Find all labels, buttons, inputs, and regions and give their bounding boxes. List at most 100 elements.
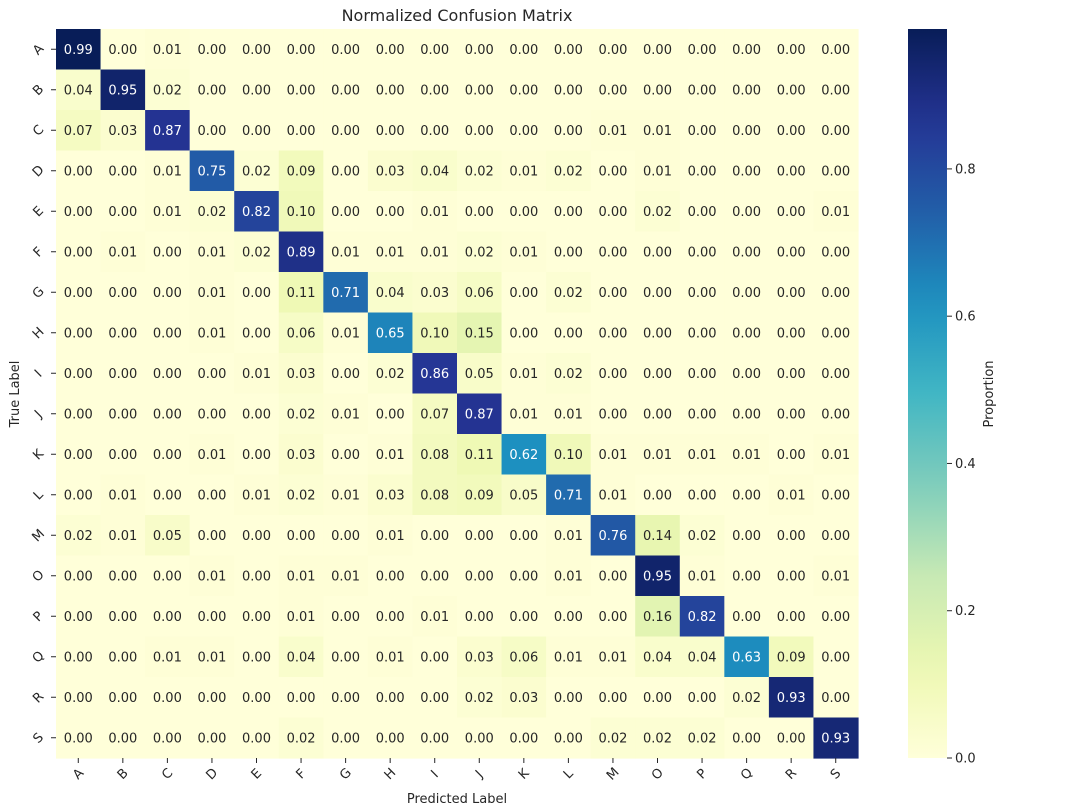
cell-value-label: 0.00 [331, 43, 360, 58]
heatmap-cell [501, 677, 547, 719]
heatmap-cell [56, 636, 102, 678]
heatmap-cell [546, 191, 592, 233]
cell-value-label: 0.00 [197, 367, 226, 382]
heatmap-cell [278, 353, 324, 395]
cell-value-label: 0.00 [153, 326, 182, 341]
cell-value-label: 0.00 [777, 407, 806, 422]
cell-value-label: 0.00 [688, 488, 717, 503]
cell-value-label: 0.00 [242, 731, 271, 746]
cell-value-label: 0.00 [554, 610, 583, 625]
heatmap-cell [100, 717, 146, 759]
heatmap-cell [323, 474, 369, 516]
heatmap-cell [546, 231, 592, 273]
heatmap-cell [234, 29, 280, 71]
cell-value-label: 0.00 [465, 205, 494, 220]
cell-value-label: 0.01 [420, 610, 449, 625]
heatmap-cell [145, 150, 191, 192]
heatmap-cell [367, 231, 414, 273]
y-tick-label: F [31, 245, 47, 261]
heatmap-cell [501, 717, 547, 759]
heatmap-cell [234, 110, 280, 152]
cell-value-label: 0.00 [777, 83, 806, 98]
heatmap-cell [546, 717, 592, 759]
heatmap-cell [412, 596, 458, 638]
cell-value-label: 0.02 [153, 83, 182, 98]
heatmap-cell [724, 636, 770, 678]
cell-value-label: 0.00 [64, 650, 93, 665]
heatmap-cell [278, 393, 324, 435]
heatmap-cell [457, 393, 503, 435]
cell-value-label: 0.00 [108, 407, 137, 422]
x-tick-label: F [293, 766, 309, 782]
cell-value-label: 0.00 [197, 488, 226, 503]
heatmap-cell [768, 29, 815, 71]
heatmap-cell [278, 231, 324, 273]
heatmap-cell [501, 596, 547, 638]
cell-value-label: 0.00 [643, 407, 672, 422]
heatmap-cell [189, 474, 235, 516]
cell-value-label: 0.01 [598, 488, 627, 503]
cell-value-label: 0.00 [153, 569, 182, 584]
cell-value-label: 0.00 [732, 569, 761, 584]
cell-value-label: 0.03 [287, 448, 316, 463]
heatmap-cell [724, 29, 770, 71]
heatmap-cell [590, 434, 636, 476]
heatmap-cell [145, 231, 191, 273]
heatmap-cell [56, 231, 102, 273]
cell-value-label: 0.00 [376, 569, 405, 584]
cell-value-label: 0.00 [376, 610, 405, 625]
heatmap-cell [189, 596, 235, 638]
cell-value-label: 0.65 [376, 326, 405, 341]
cell-value-label: 0.00 [821, 245, 850, 260]
cell-value-label: 0.01 [108, 245, 137, 260]
heatmap-cell [323, 29, 369, 71]
heatmap-cell [412, 150, 458, 192]
heatmap-cell [278, 717, 324, 759]
heatmap-cell [679, 110, 725, 152]
heatmap-cell [501, 434, 547, 476]
heatmap-cell [457, 474, 503, 516]
heatmap-cell [679, 312, 725, 354]
cell-value-label: 0.63 [732, 650, 761, 665]
cell-value-label: 0.00 [242, 83, 271, 98]
heatmap-cell [546, 596, 592, 638]
cell-value-label: 0.00 [821, 124, 850, 139]
cell-value-label: 0.00 [643, 43, 672, 58]
cell-value-label: 0.00 [509, 529, 538, 544]
heatmap-cell [546, 393, 592, 435]
cell-value-label: 0.00 [554, 124, 583, 139]
heatmap-cell [590, 272, 636, 314]
heatmap-cell [635, 596, 681, 638]
heatmap-cell [679, 393, 725, 435]
heatmap-cell [546, 677, 592, 719]
heatmap-cell [56, 312, 102, 354]
heatmap-cell [234, 312, 280, 354]
heatmap-cell [367, 596, 414, 638]
cell-value-label: 0.93 [777, 691, 806, 706]
cell-value-label: 0.00 [598, 326, 627, 341]
heatmap-cell [145, 717, 191, 759]
cell-value-label: 0.00 [777, 569, 806, 584]
heatmap-cell [679, 636, 725, 678]
heatmap-cell [412, 353, 458, 395]
heatmap-cell [145, 191, 191, 233]
heatmap-cell [56, 596, 102, 638]
colorbar-tick-label: 0.0 [955, 752, 976, 767]
cell-value-label: 0.00 [376, 731, 405, 746]
heatmap-cell [145, 393, 191, 435]
heatmap-cell [189, 515, 235, 557]
cell-value-label: 0.08 [420, 448, 449, 463]
heatmap-cell [724, 393, 770, 435]
cell-value-label: 0.04 [643, 650, 672, 665]
heatmap-cell [278, 677, 324, 719]
heatmap-cell [323, 596, 369, 638]
heatmap-cell [679, 434, 725, 476]
colorbar [908, 29, 947, 758]
cell-value-label: 0.00 [108, 650, 137, 665]
heatmap-cell [189, 555, 235, 597]
heatmap-cell [234, 69, 280, 111]
heatmap-cell [724, 312, 770, 354]
cell-value-label: 0.00 [821, 407, 850, 422]
cell-value-label: 0.07 [420, 407, 449, 422]
cell-value-label: 0.00 [821, 83, 850, 98]
